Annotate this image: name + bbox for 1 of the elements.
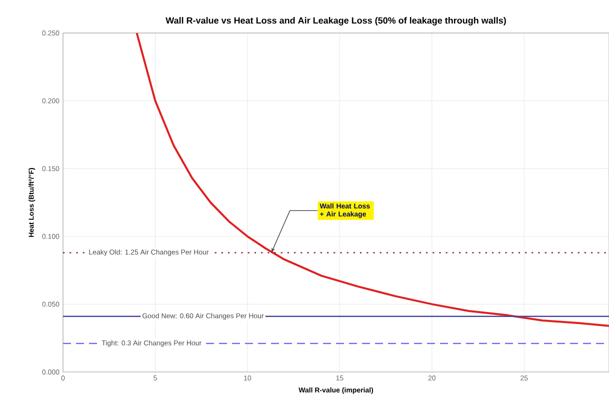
chart-title: Wall R-value vs Heat Loss and Air Leakage Loss (50% of leakage through walls) (166, 17, 506, 26)
